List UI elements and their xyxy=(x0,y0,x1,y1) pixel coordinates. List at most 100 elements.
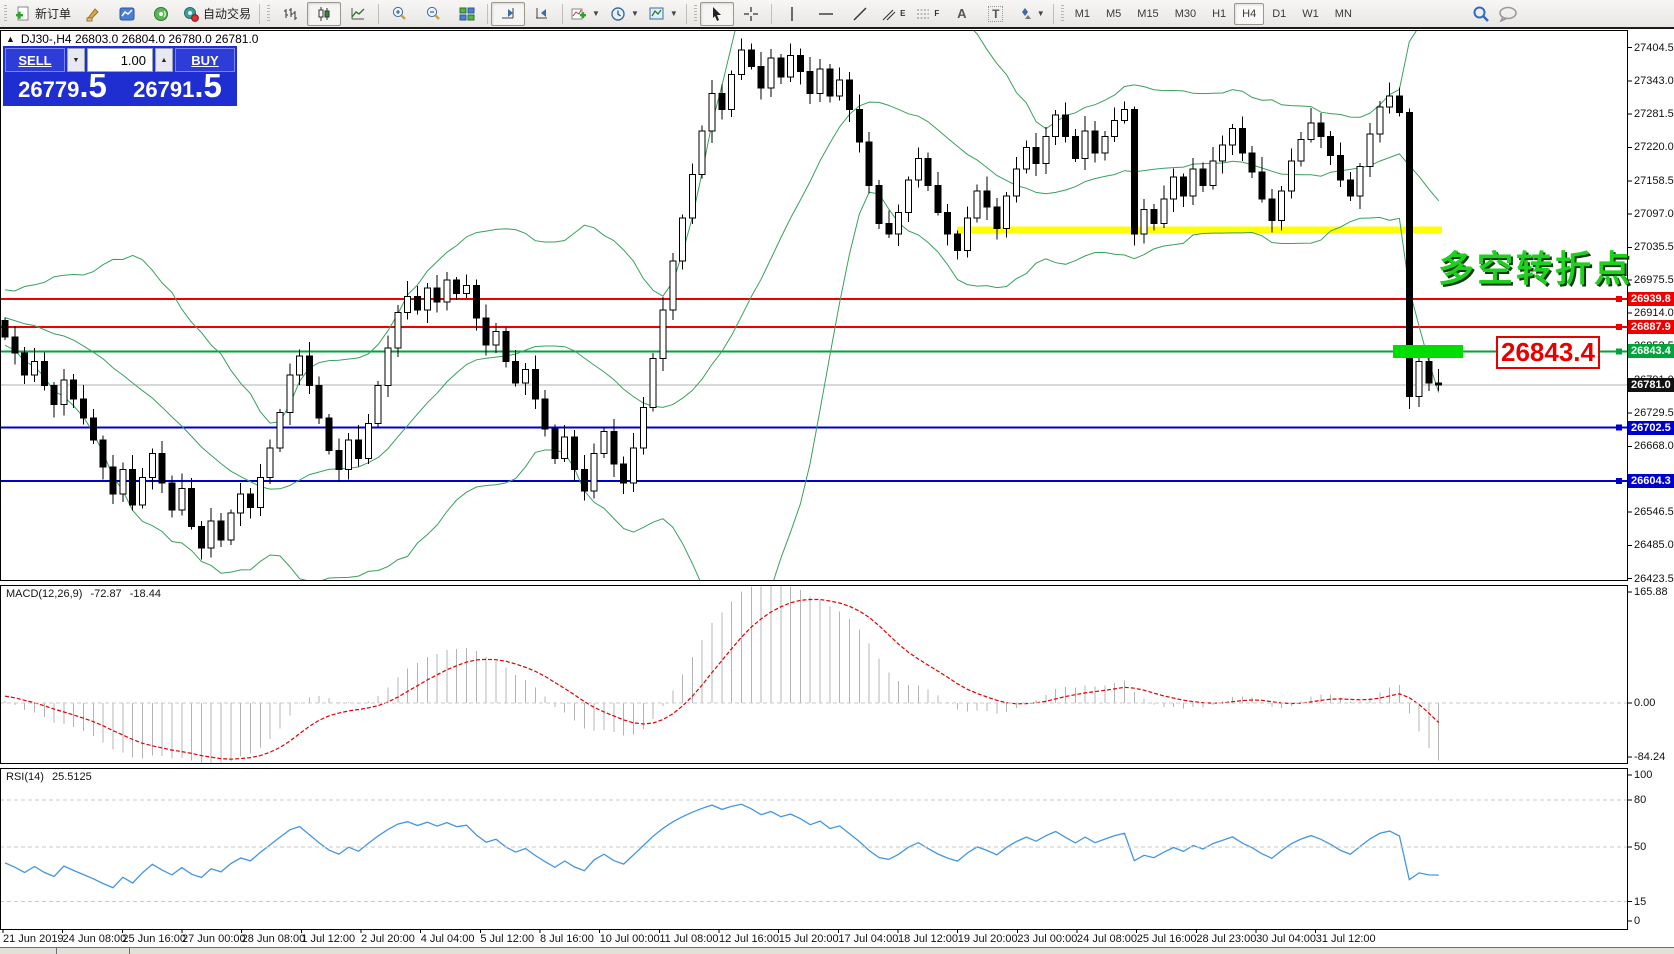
symbol-ohlc-title: DJ30-,H4 26803.0 26804.0 26780.0 26781.0 xyxy=(20,32,259,46)
sell-price-frac: .5 xyxy=(79,67,107,104)
status-bar xyxy=(0,947,1674,954)
toolbar-right-group xyxy=(1472,0,1518,27)
timeframe-h1[interactable]: H1 xyxy=(1212,7,1227,20)
macd-signal-value: -18.44 xyxy=(129,588,161,600)
toolbar-group-objects: E F A T ▼ xyxy=(690,0,1050,27)
price-axis-label: 26546.5 xyxy=(1634,506,1674,519)
trendline-button[interactable] xyxy=(843,2,877,26)
bar-chart-button[interactable] xyxy=(273,2,307,26)
timeframe-m15[interactable]: M15 xyxy=(1137,7,1159,20)
price-box-annotation[interactable]: 26843.4 xyxy=(1496,336,1600,369)
chart-title-row: ▲ DJ30-,H4 26803.0 26804.0 26780.0 26781… xyxy=(6,32,258,46)
indicators-button[interactable]: ▼ xyxy=(566,2,605,26)
time-axis-label: 24 Jul 08:00 xyxy=(1077,933,1137,945)
price-axis-label: 27343.0 xyxy=(1634,74,1674,87)
chart-shift-button[interactable] xyxy=(525,2,559,26)
toolbar-drag-handle[interactable] xyxy=(1060,4,1064,23)
toolbar-separator xyxy=(562,3,564,24)
macd-main-value: -72.87 xyxy=(90,588,122,600)
timeframe-w1[interactable]: W1 xyxy=(1302,7,1319,20)
toolbar-separator xyxy=(685,3,687,24)
autotrading-button[interactable]: 自动交易 xyxy=(178,2,256,26)
search-icon[interactable] xyxy=(1472,5,1490,23)
buy-button[interactable]: BUY xyxy=(175,48,235,72)
arrows-button[interactable]: ▼ xyxy=(1013,2,1050,26)
timeframe-m5[interactable]: M5 xyxy=(1106,7,1122,20)
macd-axis-label: 0.00 xyxy=(1634,697,1656,710)
macd-axis-label: -84.24 xyxy=(1634,751,1666,763)
text-label-button[interactable]: T xyxy=(979,2,1013,26)
zoom-in-button[interactable] xyxy=(382,2,416,26)
collapse-panel-icon[interactable]: ▲ xyxy=(6,34,15,44)
chart-shift-icon xyxy=(536,7,548,18)
toolbar-group-charts: ▼ ▼ ▼ xyxy=(263,0,683,27)
chat-icon[interactable] xyxy=(1498,6,1518,22)
text-label-icon: T xyxy=(988,5,1004,22)
time-axis-label: 21 Jun 2019 xyxy=(3,933,64,945)
chart-window-icon xyxy=(119,7,135,20)
time-axis-label: 24 Jun 08:00 xyxy=(62,933,127,945)
toolbar-separator xyxy=(770,3,772,24)
vertical-line-icon xyxy=(791,6,793,21)
timeframe-h4[interactable]: H4 xyxy=(1234,2,1265,25)
toolbar-group-standard: 新订单 xyxy=(0,0,256,27)
new-order-label: 新订单 xyxy=(35,7,72,21)
turning-point-annotation[interactable]: 多空转折点 xyxy=(1438,248,1634,289)
toolbar-drag-handle[interactable] xyxy=(693,4,697,23)
rsi-axis-label: 0 xyxy=(1634,915,1641,927)
chart-window-button[interactable] xyxy=(110,2,144,26)
periods-button[interactable]: ▼ xyxy=(605,2,644,26)
macd-label: MACD(12,26,9) -72.87 -18.44 xyxy=(6,588,161,600)
fibonacci-letter: F xyxy=(934,8,940,18)
volume-decrease-button[interactable]: ▼ xyxy=(67,48,85,72)
one-click-trading-panel: SELL ▼ ▲ BUY 26779 .5 26791 .5 xyxy=(3,46,237,106)
time-axis-label: 5 Jul 12:00 xyxy=(480,933,535,945)
equidistant-channel-button[interactable]: E xyxy=(877,2,911,26)
templates-button[interactable]: ▼ xyxy=(644,2,683,26)
auto-scroll-button[interactable] xyxy=(491,1,526,26)
timeframe-mn[interactable]: MN xyxy=(1334,7,1352,20)
horizontal-line-button[interactable] xyxy=(809,2,843,26)
candlestick-chart-button[interactable] xyxy=(307,1,342,26)
volume-input[interactable] xyxy=(87,48,153,72)
autotrading-label: 自动交易 xyxy=(203,7,252,21)
dropdown-caret-icon: ▼ xyxy=(592,9,600,18)
sell-button[interactable]: SELL xyxy=(5,48,65,72)
zoom-out-button[interactable] xyxy=(416,2,450,26)
toolbar-drag-handle[interactable] xyxy=(4,4,7,23)
zoom-out-icon xyxy=(426,6,440,20)
vertical-line-button[interactable] xyxy=(775,2,809,26)
text-button[interactable]: A xyxy=(945,2,979,26)
fibonacci-button[interactable]: F xyxy=(911,2,945,26)
styler-button[interactable] xyxy=(76,2,110,26)
time-axis-label: 31 Jul 12:00 xyxy=(1315,933,1376,945)
new-order-button[interactable]: 新订单 xyxy=(10,2,76,26)
price-axis-label: 26668.0 xyxy=(1634,440,1674,453)
line-chart-button[interactable] xyxy=(341,2,375,26)
sell-price[interactable]: 26779 .5 xyxy=(5,67,120,104)
macd-name: MACD(12,26,9) xyxy=(6,588,83,600)
line-chart-icon xyxy=(351,7,365,19)
time-axis-label: 11 Jul 08:00 xyxy=(659,933,719,945)
status-cell xyxy=(0,948,57,954)
volume-increase-button[interactable]: ▲ xyxy=(155,48,173,72)
channel-icon xyxy=(882,9,896,20)
rsi-name: RSI(14) xyxy=(6,771,44,783)
indicators-icon xyxy=(571,8,587,19)
auto-scroll-icon xyxy=(502,7,514,18)
signals-button[interactable] xyxy=(144,2,178,26)
timeframe-group: M1 M5 M15 M30 H1 H4 D1 W1 MN xyxy=(1057,0,1360,27)
timeframe-d1[interactable]: D1 xyxy=(1272,7,1287,20)
timeframe-m1[interactable]: M1 xyxy=(1074,7,1090,20)
buy-price[interactable]: 26791 .5 xyxy=(120,69,235,104)
crosshair-button[interactable] xyxy=(734,2,768,26)
dropdown-caret-icon: ▼ xyxy=(669,9,678,18)
cursor-button[interactable] xyxy=(699,1,734,26)
sell-price-main: 26779 xyxy=(18,77,80,102)
toolbar-drag-handle[interactable] xyxy=(267,4,271,23)
rsi-axis-label: 80 xyxy=(1634,794,1647,807)
tile-windows-button[interactable] xyxy=(450,2,484,26)
timeframe-m30[interactable]: M30 xyxy=(1174,7,1197,20)
